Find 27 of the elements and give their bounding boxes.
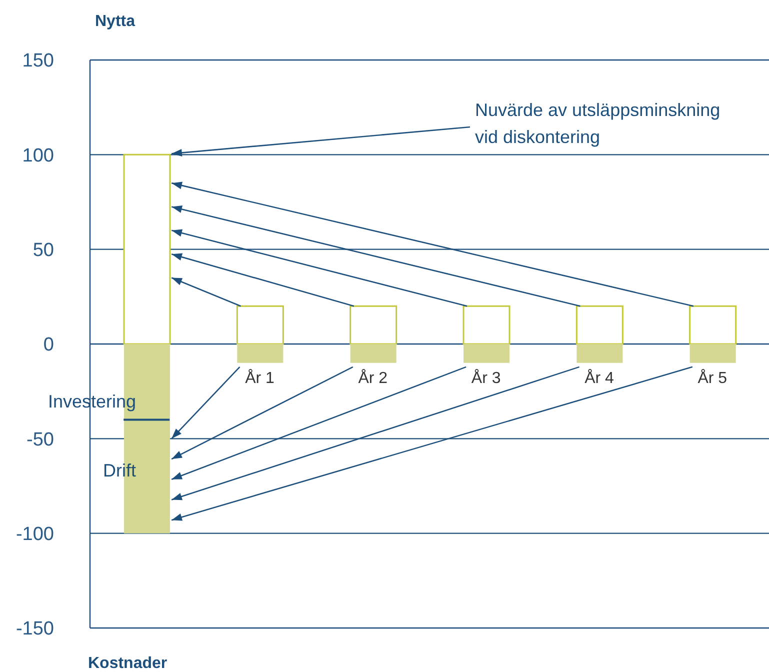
bar xyxy=(576,305,624,345)
bar xyxy=(689,305,737,345)
y-tick-label: -50 xyxy=(26,429,54,450)
bar xyxy=(690,344,736,363)
x-tick-label: År 2 xyxy=(358,368,388,387)
y-axis-title: Nytta xyxy=(95,13,136,30)
bar xyxy=(462,305,510,345)
bar xyxy=(236,305,284,345)
x-tick-label: År 4 xyxy=(584,368,614,387)
y-tick-label: -150 xyxy=(16,618,54,640)
bar xyxy=(576,344,623,363)
y-tick-label: 0 xyxy=(43,334,54,356)
bar xyxy=(123,154,171,345)
x-tick-label: År 1 xyxy=(245,368,275,387)
y-tick-label: 50 xyxy=(32,240,54,262)
annotation: Nuvärde av utsläppsminskning vid diskontering xyxy=(475,100,720,147)
y-tick-label: 150 xyxy=(22,50,54,72)
bar xyxy=(350,305,398,345)
bar xyxy=(464,344,510,363)
x-tick-label: År 5 xyxy=(698,368,728,387)
annotation: Drift xyxy=(103,460,136,481)
bar xyxy=(237,344,284,363)
text: Kostnader xyxy=(88,655,168,672)
x-tick-label: År 3 xyxy=(471,368,501,387)
y-tick-label: 100 xyxy=(22,145,54,166)
bar xyxy=(350,344,396,363)
y-tick-label: -100 xyxy=(16,524,54,546)
